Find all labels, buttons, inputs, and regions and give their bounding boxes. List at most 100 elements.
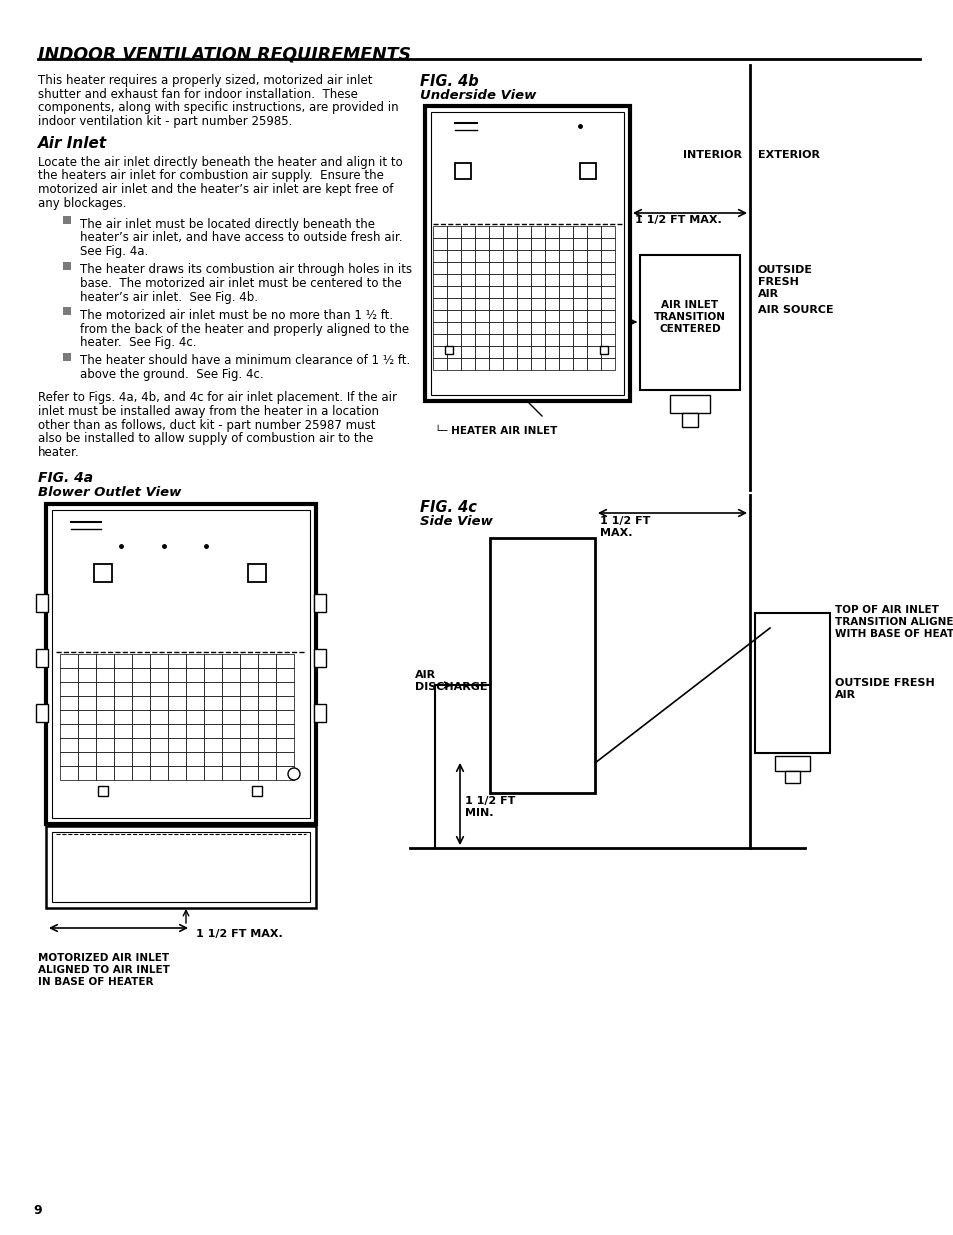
Bar	[94, 564, 112, 582]
Bar	[586, 310, 600, 322]
Bar	[433, 274, 447, 287]
Bar	[113, 766, 132, 781]
Bar	[544, 274, 558, 287]
Text: inlet must be installed away from the heater in a location: inlet must be installed away from the he…	[38, 405, 378, 417]
Bar	[78, 668, 96, 682]
Bar	[489, 238, 502, 249]
Bar	[586, 358, 600, 370]
Bar	[460, 238, 475, 249]
Bar	[460, 226, 475, 238]
Bar	[447, 346, 460, 358]
Bar	[447, 249, 460, 262]
Bar	[52, 510, 310, 818]
Bar	[447, 226, 460, 238]
Bar	[60, 655, 78, 668]
Bar	[599, 346, 607, 354]
Text: EXTERIOR: EXTERIOR	[758, 149, 820, 161]
Bar	[489, 346, 502, 358]
Bar	[460, 333, 475, 346]
Bar	[132, 655, 150, 668]
Bar	[455, 163, 471, 179]
Bar	[132, 766, 150, 781]
Bar	[489, 322, 502, 333]
Bar	[150, 752, 168, 766]
Bar	[544, 310, 558, 322]
Bar	[78, 724, 96, 739]
Bar	[204, 724, 222, 739]
Bar	[113, 752, 132, 766]
Bar	[132, 682, 150, 697]
Bar	[460, 274, 475, 287]
Bar	[96, 710, 113, 724]
Bar	[502, 249, 517, 262]
Bar	[639, 254, 740, 390]
Bar	[475, 358, 489, 370]
Bar	[204, 766, 222, 781]
Bar	[150, 710, 168, 724]
Bar	[132, 752, 150, 766]
Bar	[531, 322, 544, 333]
Bar	[433, 249, 447, 262]
Bar	[204, 655, 222, 668]
Text: heater.: heater.	[38, 446, 79, 458]
Bar	[544, 322, 558, 333]
Bar	[460, 249, 475, 262]
Bar	[186, 739, 204, 752]
Bar	[517, 310, 531, 322]
Text: └─ HEATER AIR INLET: └─ HEATER AIR INLET	[435, 426, 557, 436]
Bar	[600, 238, 615, 249]
Text: TRANSITION ALIGNED: TRANSITION ALIGNED	[834, 618, 953, 627]
Bar	[447, 298, 460, 310]
Bar	[573, 310, 586, 322]
Text: indoor ventilation kit - part number 25985.: indoor ventilation kit - part number 259…	[38, 115, 292, 127]
Bar	[96, 752, 113, 766]
Text: MAX.: MAX.	[599, 529, 632, 538]
Bar	[257, 739, 275, 752]
Bar	[433, 322, 447, 333]
Bar	[240, 682, 257, 697]
Bar	[517, 322, 531, 333]
Bar	[544, 287, 558, 298]
Text: 9: 9	[33, 1203, 42, 1216]
Bar	[433, 226, 447, 238]
Bar	[475, 226, 489, 238]
Text: DISCHARGE: DISCHARGE	[415, 682, 487, 692]
Text: Air Inlet: Air Inlet	[38, 136, 107, 151]
Bar	[60, 766, 78, 781]
Bar	[531, 287, 544, 298]
Bar	[669, 395, 709, 412]
Text: MIN.: MIN.	[464, 808, 493, 818]
Bar	[168, 739, 186, 752]
Bar	[544, 249, 558, 262]
Bar	[168, 766, 186, 781]
Bar	[257, 724, 275, 739]
Bar	[489, 262, 502, 274]
Bar	[586, 333, 600, 346]
Text: Blower Outlet View: Blower Outlet View	[38, 487, 181, 499]
Bar	[544, 358, 558, 370]
Bar	[186, 697, 204, 710]
Bar	[252, 785, 262, 797]
Bar	[517, 298, 531, 310]
Text: AIR SOURCE: AIR SOURCE	[758, 305, 833, 315]
Bar	[681, 412, 698, 427]
Bar	[113, 655, 132, 668]
Bar	[132, 739, 150, 752]
Bar	[96, 766, 113, 781]
Bar	[460, 262, 475, 274]
Bar	[586, 262, 600, 274]
Bar	[222, 739, 240, 752]
Bar	[586, 346, 600, 358]
Text: 1 1/2 FT: 1 1/2 FT	[464, 797, 515, 806]
Bar	[600, 274, 615, 287]
Bar	[150, 697, 168, 710]
Bar	[586, 249, 600, 262]
Bar	[517, 262, 531, 274]
Bar	[275, 766, 294, 781]
Bar	[204, 668, 222, 682]
Bar	[433, 310, 447, 322]
Bar	[600, 262, 615, 274]
Text: also be installed to allow supply of combustion air to the: also be installed to allow supply of com…	[38, 432, 373, 445]
Bar	[113, 739, 132, 752]
Bar	[531, 262, 544, 274]
